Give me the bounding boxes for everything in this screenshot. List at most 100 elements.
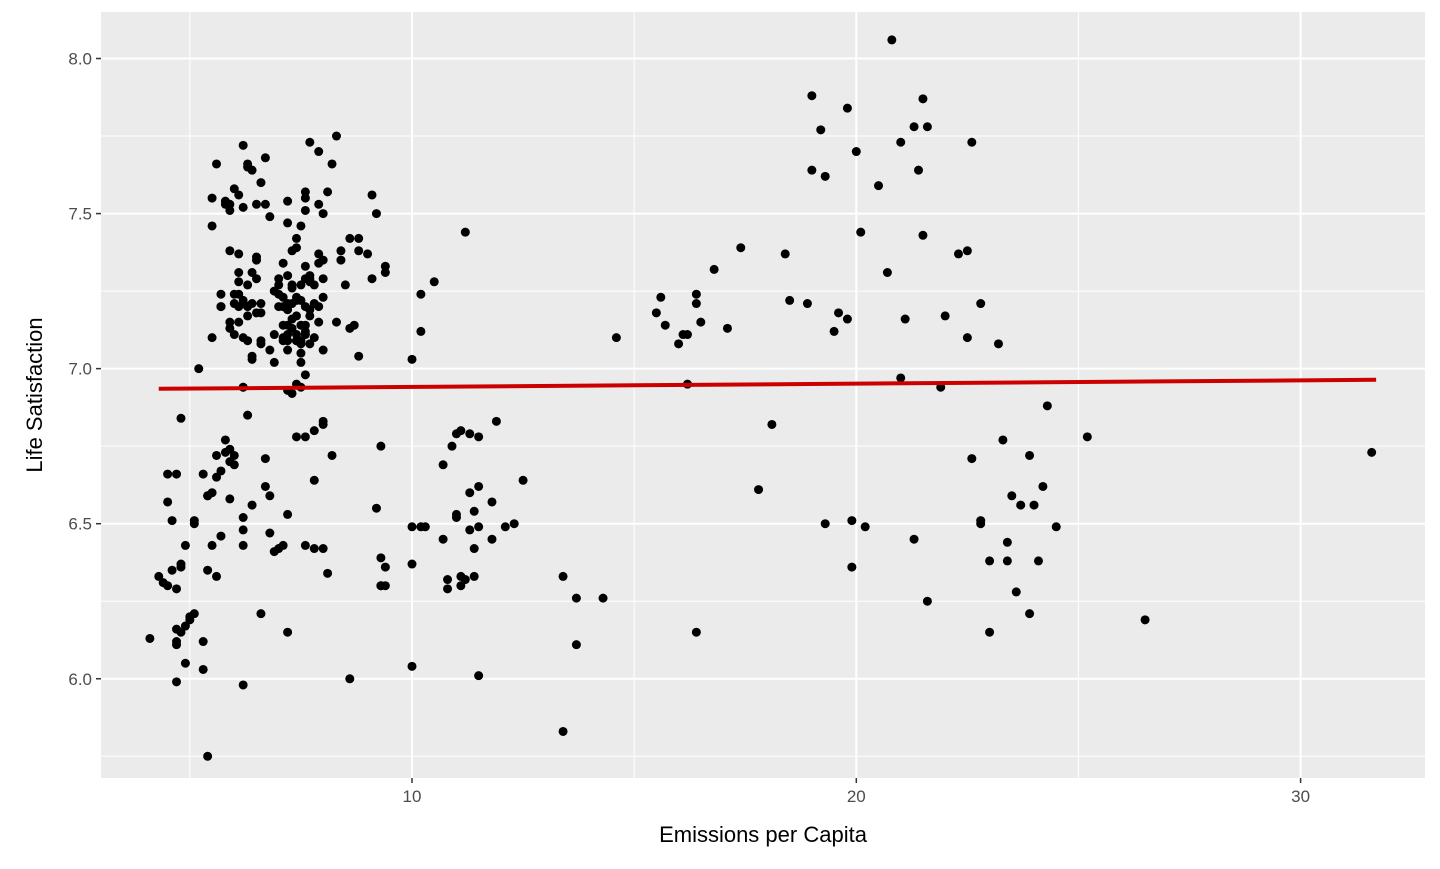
data-point [247,354,257,364]
data-point [318,292,328,302]
data-point [207,488,217,498]
data-point [274,274,284,284]
data-point [283,345,293,355]
data-point [225,323,235,333]
data-point [429,277,439,287]
data-point [1029,500,1039,510]
data-point [323,187,333,197]
data-point [674,339,684,349]
x-tick-label: 20 [847,787,866,806]
plot-panel [101,12,1425,778]
data-point [1038,481,1048,491]
data-point [305,271,315,281]
data-point [914,165,924,175]
data-point [300,205,310,215]
data-point [1051,522,1061,532]
data-point [207,333,217,343]
data-point [256,178,266,188]
data-point [953,249,963,259]
data-point [225,494,235,504]
data-point [354,246,364,256]
data-point [465,525,475,535]
data-point [198,637,208,647]
data-point [260,153,270,163]
data-point [371,503,381,513]
data-point [176,559,186,569]
data-point [163,469,173,479]
trend-line-group [158,377,1377,391]
data-point [296,348,306,358]
data-point [651,308,661,318]
data-point [340,280,350,290]
data-point [682,330,692,340]
data-point [154,571,164,581]
data-point [318,544,328,554]
data-point [247,268,257,278]
data-point [296,339,306,349]
data-point [420,522,430,532]
y-tick-label: 6.5 [68,515,92,534]
data-point [234,268,244,278]
data-point [407,522,417,532]
data-point [376,553,386,563]
data-point [909,122,919,132]
data-point [216,289,226,299]
data-point [305,137,315,147]
data-point [229,450,239,460]
data-point [443,575,453,585]
data-point [309,475,319,485]
data-point [256,299,266,309]
data-point [300,432,310,442]
data-point [491,416,501,426]
x-axis: 10 20 30 [403,778,1310,806]
data-point [802,299,812,309]
data-point [296,295,306,305]
data-point [163,497,173,507]
data-point [318,274,328,284]
major-gridlines [101,12,1425,778]
data-point [265,212,275,222]
data-point [283,330,293,340]
data-point [172,677,182,687]
data-point [985,627,995,637]
data-point [287,388,297,398]
data-point [474,481,484,491]
data-point [260,481,270,491]
data-point [922,596,932,606]
data-point [229,460,239,470]
data-point [318,345,328,355]
data-point [447,441,457,451]
data-point [380,261,390,271]
data-point [252,252,262,262]
data-point [305,305,315,315]
data-point [331,131,341,141]
data-point [856,227,866,237]
data-point [278,540,288,550]
data-point [345,233,355,243]
data-point [260,454,270,464]
data-point [336,246,346,256]
data-point [238,140,248,150]
data-point [234,249,244,259]
data-point [269,330,279,340]
data-point [456,426,466,436]
data-point [847,516,857,526]
data-point [367,190,377,200]
data-point [571,593,581,603]
data-point [198,469,208,479]
data-point [962,333,972,343]
data-point [807,165,817,175]
data-point [238,512,248,522]
data-point [443,584,453,594]
data-point [371,209,381,219]
data-point [327,450,337,460]
data-point [216,466,226,476]
data-point [847,562,857,572]
data-point [243,410,253,420]
data-point [691,627,701,637]
data-point [247,500,257,510]
data-point [1002,537,1012,547]
data-point [180,621,190,631]
data-point [829,326,839,336]
data-point [331,317,341,327]
